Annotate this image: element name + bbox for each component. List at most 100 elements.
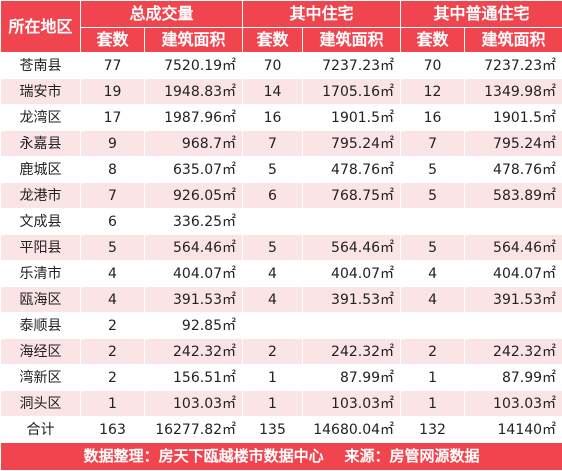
region-header: 所在地区: [1, 1, 81, 53]
ordinary-count-cell: 12: [401, 79, 465, 105]
residential-count-cell: 7: [243, 131, 303, 157]
table-row: 龙港市 7 926.05㎡ 6 768.75㎡ 5 583.89㎡: [1, 183, 562, 209]
ordinary-count-cell: 1: [401, 391, 465, 417]
table-row: 海经区 2 242.32㎡ 2 242.32㎡ 2 242.32㎡: [1, 339, 562, 365]
residential-count-cell: 16: [243, 105, 303, 131]
total-count-cell: 17: [81, 105, 145, 131]
region-cell: 泰顺县: [1, 313, 81, 339]
total-area-cell: 404.07㎡: [145, 261, 243, 287]
table-row: 鹿城区 8 635.07㎡ 5 478.76㎡ 5 478.76㎡: [1, 157, 562, 183]
header-row-sub: 套数 建筑面积 套数 建筑面积 套数 建筑面积: [1, 28, 562, 53]
ordinary-count-cell: 7: [401, 131, 465, 157]
total-area-cell: 156.51㎡: [145, 365, 243, 391]
total-area-cell: 7520.19㎡: [145, 53, 243, 79]
region-cell: 瓯海区: [1, 287, 81, 313]
residential-area-cell: 478.76㎡: [303, 157, 401, 183]
residential-count-cell: 5: [243, 235, 303, 261]
residential-area-cell: 242.32㎡: [303, 339, 401, 365]
ordinary-count-cell: 4: [401, 261, 465, 287]
total-count-cell: 2: [81, 339, 145, 365]
ordinary-area-cell: 564.46㎡: [465, 235, 562, 261]
total-count-header: 套数: [81, 28, 145, 53]
residential-count-cell: 70: [243, 53, 303, 79]
total-area-cell: 564.46㎡: [145, 235, 243, 261]
ordinary-count-cell: 5: [401, 235, 465, 261]
residential-count-header: 套数: [243, 28, 303, 53]
residential-count-cell: [243, 209, 303, 235]
region-cell: 海经区: [1, 339, 81, 365]
residential-count-cell: 1: [243, 365, 303, 391]
total-area-cell: 336.25㎡: [145, 209, 243, 235]
table-row: 永嘉县 9 968.7㎡ 7 795.24㎡ 7 795.24㎡: [1, 131, 562, 157]
ordinary-count-cell: [401, 209, 465, 235]
residential-area-cell: 768.75㎡: [303, 183, 401, 209]
total-row: 合计 163 16277.82㎡ 135 14680.04㎡ 132 14140…: [1, 417, 562, 443]
table-row: 湾新区 2 156.51㎡ 1 87.99㎡ 1 87.99㎡: [1, 365, 562, 391]
total-count-cell: 6: [81, 209, 145, 235]
ordinary-area-header: 建筑面积: [465, 28, 562, 53]
ordinary-area-cell: 391.53㎡: [465, 287, 562, 313]
ordinary-count-cell: 16: [401, 105, 465, 131]
residential-area-cell: [303, 209, 401, 235]
total-area-cell: 968.7㎡: [145, 131, 243, 157]
total-area-cell: 391.53㎡: [145, 287, 243, 313]
table-row: 洞头区 1 103.03㎡ 1 103.03㎡ 1 103.03㎡: [1, 391, 562, 417]
total-count-cell: 4: [81, 287, 145, 313]
ordinary-count-cell: 70: [401, 53, 465, 79]
total-count-sum: 163: [81, 417, 145, 443]
residential-area-cell: [303, 313, 401, 339]
total-area-header: 建筑面积: [145, 28, 243, 53]
residential-count-cell: 2: [243, 339, 303, 365]
residential-area-cell: 404.07㎡: [303, 261, 401, 287]
region-cell: 鹿城区: [1, 157, 81, 183]
total-area-cell: 1948.83㎡: [145, 79, 243, 105]
residential-count-cell: 6: [243, 183, 303, 209]
total-area-cell: 92.85㎡: [145, 313, 243, 339]
source-footer-row: 数据整理：房天下瓯越楼市数据中心 来源：房管网源数据: [1, 443, 562, 471]
ordinary-area-cell: [465, 313, 562, 339]
header-row-groups: 所在地区 总成交量 其中住宅 其中普通住宅: [1, 1, 562, 28]
region-cell: 苍南县: [1, 53, 81, 79]
residential-count-cell: [243, 313, 303, 339]
region-cell: 龙湾区: [1, 105, 81, 131]
ordinary-count-cell: 5: [401, 157, 465, 183]
source-footer: 数据整理：房天下瓯越楼市数据中心 来源：房管网源数据: [1, 443, 562, 471]
residential-area-sum: 14680.04㎡: [303, 417, 401, 443]
table-row: 瓯海区 4 391.53㎡ 4 391.53㎡ 4 391.53㎡: [1, 287, 562, 313]
total-count-cell: 77: [81, 53, 145, 79]
total-count-cell: 7: [81, 183, 145, 209]
ordinary-area-cell: 1901.5㎡: [465, 105, 562, 131]
ordinary-count-header: 套数: [401, 28, 465, 53]
total-area-cell: 635.07㎡: [145, 157, 243, 183]
ordinary-count-cell: [401, 313, 465, 339]
ordinary-count-cell: 4: [401, 287, 465, 313]
table-row: 乐清市 4 404.07㎡ 4 404.07㎡ 4 404.07㎡: [1, 261, 562, 287]
region-cell: 永嘉县: [1, 131, 81, 157]
ordinary-count-cell: 1: [401, 365, 465, 391]
region-cell: 瑞安市: [1, 79, 81, 105]
ordinary-area-cell: 87.99㎡: [465, 365, 562, 391]
table-row: 文成县 6 336.25㎡: [1, 209, 562, 235]
ordinary-count-cell: 5: [401, 183, 465, 209]
ordinary-area-cell: 404.07㎡: [465, 261, 562, 287]
region-cell: 湾新区: [1, 365, 81, 391]
total-volume-header: 总成交量: [81, 1, 243, 28]
ordinary-area-cell: [465, 209, 562, 235]
table-row: 瑞安市 19 1948.83㎡ 14 1705.16㎡ 12 1349.98㎡: [1, 79, 562, 105]
residential-area-cell: 391.53㎡: [303, 287, 401, 313]
ordinary-count-cell: 2: [401, 339, 465, 365]
region-cell: 乐清市: [1, 261, 81, 287]
region-cell: 平阳县: [1, 235, 81, 261]
total-area-cell: 1987.96㎡: [145, 105, 243, 131]
ordinary-area-cell: 583.89㎡: [465, 183, 562, 209]
total-count-cell: 5: [81, 235, 145, 261]
total-count-cell: 1: [81, 391, 145, 417]
residential-area-cell: 87.99㎡: [303, 365, 401, 391]
total-count-cell: 2: [81, 365, 145, 391]
residential-area-cell: 795.24㎡: [303, 131, 401, 157]
residential-area-cell: 564.46㎡: [303, 235, 401, 261]
ordinary-count-sum: 132: [401, 417, 465, 443]
table-row: 泰顺县 2 92.85㎡: [1, 313, 562, 339]
ordinary-area-cell: 478.76㎡: [465, 157, 562, 183]
